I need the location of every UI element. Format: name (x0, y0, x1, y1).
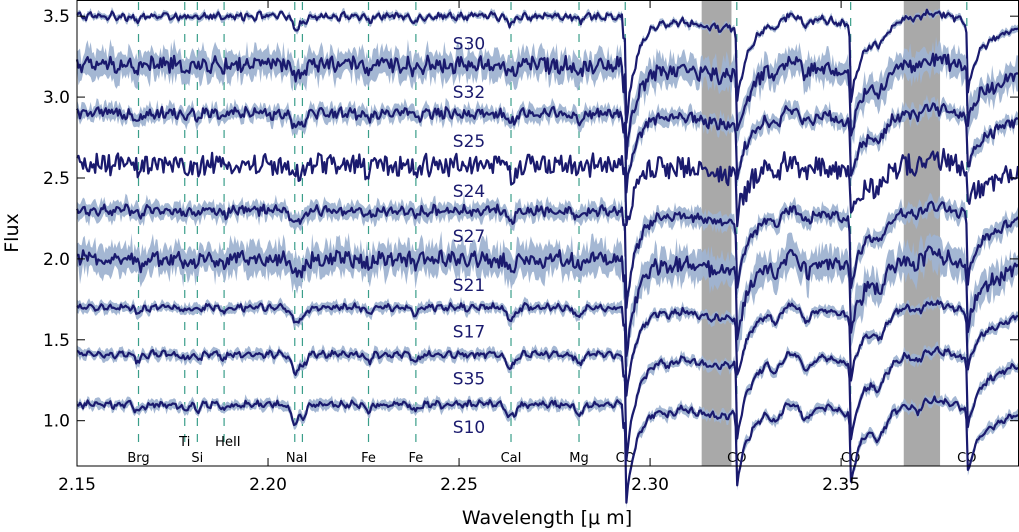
marker-label-ti: Ti (178, 435, 190, 450)
spectrum-s30 (76, 8, 1019, 124)
y-tick-label-5: 3.0 (43, 88, 70, 108)
marker-label-brg: Brg (127, 451, 149, 466)
marker-label-heii: HeII (215, 435, 240, 450)
marker-label-cai: CaI (501, 451, 522, 466)
x-tick-label-5: 2.35 (822, 475, 860, 495)
marker-label-si: Si (191, 451, 203, 466)
y-tick-label-1: 1.0 (43, 412, 70, 432)
series-label-s21: S21 (453, 276, 485, 296)
y-tick-label-4: 2.5 (43, 169, 70, 189)
x-axis-ticks: 2.15 2.20 2.25 2.30 2.35 (58, 0, 860, 495)
x-tick-label-2: 2.20 (249, 475, 287, 495)
marker-label-fe: Fe (408, 451, 423, 466)
marker-label-nai: NaI (286, 451, 308, 466)
y-tick-label-2: 1.5 (43, 331, 70, 351)
y-tick-label-3: 2.0 (43, 250, 70, 270)
plot-background (77, 0, 1019, 466)
band-s21 (77, 231, 1018, 369)
series-label-s25: S25 (453, 132, 485, 152)
spectrum-s35 (76, 345, 1019, 462)
series-label-s24: S24 (453, 182, 485, 202)
spectrum-s27 (75, 200, 1019, 309)
spectrum-s25 (75, 102, 1019, 194)
marker-label-fe: Fe (361, 451, 376, 466)
marker-label-mg: Mg (569, 451, 588, 466)
y-axis-title: Flux (1, 213, 23, 253)
x-tick-label-1: 2.15 (58, 475, 96, 495)
spectra-series (75, 7, 1019, 509)
series-label-s35: S35 (453, 370, 485, 390)
series-label-s27: S27 (453, 227, 485, 247)
spectrum-s24 (76, 147, 1019, 228)
spectrum-s32 (75, 52, 1019, 160)
series-label-s30: S30 (453, 35, 485, 55)
x-tick-label-4: 2.30 (631, 475, 669, 495)
series-label-s32: S32 (453, 83, 485, 103)
x-tick-label-3: 2.25 (440, 475, 478, 495)
band-s32 (77, 36, 1018, 171)
spectrum-s10 (76, 395, 1019, 504)
series-labels: S30 S32 S25 S24 S27 S21 S17 S35 S10 (453, 35, 485, 438)
band-s25 (77, 94, 1018, 202)
spectrum-s21 (76, 245, 1019, 358)
spectrum-s17 (76, 299, 1019, 397)
series-label-s17: S17 (453, 323, 485, 343)
y-tick-label-6: 3.5 (43, 7, 70, 27)
x-axis-title: Wavelength [μ m] (462, 507, 632, 529)
band-s27 (77, 192, 1018, 319)
y-axis-ticks: 1.0 1.5 2.0 2.5 3.0 3.5 (43, 7, 1018, 432)
series-label-s10: S10 (453, 418, 485, 438)
